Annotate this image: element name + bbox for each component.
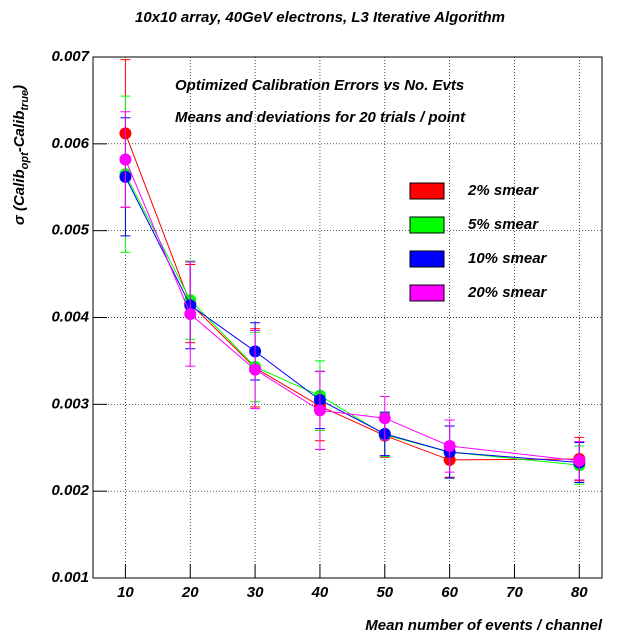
y-label-part: )	[11, 85, 28, 92]
y-label-sub: opt	[19, 151, 31, 169]
legend-label: 20% smear	[467, 284, 548, 301]
data-point	[313, 404, 326, 417]
data-point	[443, 440, 456, 453]
data-point	[184, 308, 197, 321]
x-tick-label: 40	[311, 584, 329, 601]
annotation: Optimized Calibration Errors vs No. Evts	[175, 77, 464, 94]
x-tick-label: 80	[571, 584, 588, 601]
legend-label: 5% smear	[468, 216, 539, 233]
data-point	[119, 153, 132, 166]
legend-swatch	[409, 284, 445, 302]
data-point	[378, 412, 391, 425]
y-tick-label: 0.006	[51, 135, 89, 152]
y-axis-label: σ (Calibopt-Calibtrue)	[11, 85, 31, 225]
x-tick-label: 10	[117, 584, 134, 601]
data-point	[573, 454, 586, 467]
y-label-sub: true	[19, 90, 31, 111]
y-label-part: σ (Calib	[11, 169, 28, 225]
x-tick-label: 30	[247, 584, 264, 601]
y-label-part: -Calib	[11, 111, 28, 153]
y-tick-label: 0.003	[51, 395, 89, 412]
annotation: Means and deviations for 20 trials / poi…	[175, 109, 466, 126]
x-tick-label: 70	[506, 584, 523, 601]
y-tick-label: 0.004	[51, 308, 89, 325]
chart-title: 10x10 array, 40GeV electrons, L3 Iterati…	[135, 9, 505, 26]
x-tick-label: 50	[376, 584, 393, 601]
legend-swatch	[409, 250, 445, 268]
legend-swatch	[409, 216, 445, 234]
legend-label: 10% smear	[468, 250, 548, 267]
x-tick-label: 20	[181, 584, 199, 601]
legend-swatch	[409, 182, 445, 200]
data-point	[249, 363, 262, 376]
legend-label: 2% smear	[467, 182, 539, 199]
y-tick-label: 0.005	[51, 222, 89, 239]
y-tick-label: 0.007	[51, 48, 89, 65]
x-axis-label: Mean number of events / channel	[365, 617, 603, 634]
y-tick-label: 0.002	[51, 482, 89, 499]
y-tick-label: 0.001	[51, 569, 89, 586]
x-tick-label: 60	[441, 584, 458, 601]
